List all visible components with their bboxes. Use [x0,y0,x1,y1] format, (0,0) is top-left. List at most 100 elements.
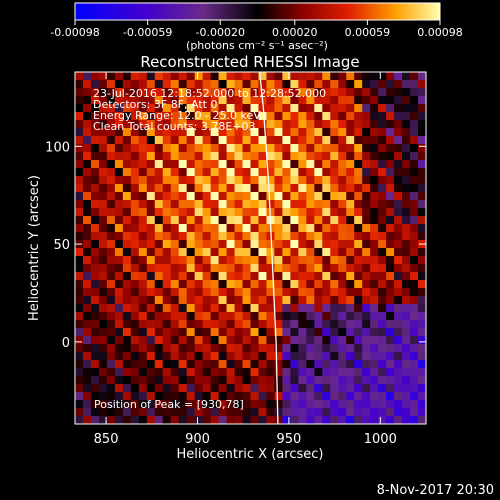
heatmap-cell [402,256,411,265]
heatmap-cell [258,416,267,424]
solar-limb-curve [258,71,279,425]
heatmap-cell [386,248,395,257]
plot-frame [74,71,427,425]
heatmap-cell [370,120,379,129]
heatmap-cell [314,136,323,145]
heatmap-cell [266,320,275,329]
heatmap-cell [274,352,283,361]
heatmap-cell [106,136,116,145]
heatmap-cell [234,104,243,113]
heatmap-cell [122,352,132,361]
heatmap-cell [234,272,243,281]
heatmap-cell [386,184,395,193]
heatmap-cell [266,304,275,313]
heatmap-cell [178,96,188,105]
heatmap-cell [242,352,251,361]
heatmap-cell [378,248,387,257]
heatmap-cell [114,128,124,137]
heatmap-cell [226,400,235,409]
heatmap-cell [322,128,331,137]
heatmap-cell [162,344,172,353]
heatmap-cell [106,344,116,353]
heatmap-cell [362,176,371,185]
heatmap-cell [258,312,267,321]
heatmap-cell [106,320,116,329]
heatmap-cell [362,128,371,137]
heatmap-cell [330,400,339,409]
heatmap-cell [90,160,100,169]
heatmap-cell [170,152,180,161]
heatmap-cell [210,312,219,321]
heatmap-cell [378,192,387,201]
heatmap-cell [250,176,259,185]
heatmap-cell [418,384,426,393]
heatmap-cell [114,168,124,177]
heatmap-cell [234,288,243,297]
heatmap-cell [218,80,227,89]
heatmap-cell [274,312,283,321]
heatmap-cell [258,160,267,169]
heatmap-cell [226,136,235,145]
heatmap-cell [106,200,116,209]
heatmap-cell [170,368,180,377]
heatmap-cell [226,224,235,233]
heatmap-cell [394,88,403,97]
heatmap-cell [258,400,267,409]
heatmap-cell [194,248,204,257]
heatmap-cell [122,120,132,129]
heatmap-cell [146,200,156,209]
heatmap-cell [282,232,291,241]
heatmap-cell [330,200,339,209]
heatmap-cell [370,152,379,161]
heatmap-cell [75,216,84,225]
heatmap-cell [226,128,235,137]
heatmap-cell [394,328,403,337]
heatmap-cell [162,120,172,129]
heatmap-cell [354,80,363,89]
heatmap-cell [306,104,315,113]
heatmap-cell [338,144,347,153]
heatmap-cell [242,288,251,297]
heatmap-cell [282,376,291,385]
heatmap-cell [130,112,140,121]
heatmap-cell [402,360,411,369]
heatmap-cell [122,304,132,313]
heatmap-cell [290,104,299,113]
heatmap-cell [242,152,251,161]
heatmap-cell [138,408,148,417]
heatmap-cell [130,144,140,153]
heatmap-cell [98,184,108,193]
heatmap-cell [106,376,116,385]
heatmap-cell [330,344,339,353]
heatmap-cell [314,320,323,329]
heatmap-cell [210,280,219,289]
heatmap-cell [242,344,251,353]
heatmap-cell [274,72,283,81]
heatmap-cell [218,144,227,153]
heatmap-cell [218,408,227,417]
heatmap-cell [290,88,299,97]
heatmap-cell [98,352,108,361]
heatmap-cell [82,280,92,289]
heatmap-cell [226,184,235,193]
heatmap-cell [82,112,92,121]
heatmap-cell [186,376,196,385]
heatmap-cell [282,136,291,145]
heatmap-cell [394,280,403,289]
heatmap-cell [234,192,243,201]
heatmap-cell [122,368,132,377]
heatmap-cell [386,168,395,177]
heatmap-cell [266,392,275,401]
heatmap-cell [370,368,379,377]
heatmap-cell [410,296,419,305]
heatmap-cell [354,72,363,81]
heatmap-cell [274,272,283,281]
heatmap-cell [98,112,108,121]
heatmap-cell [82,144,92,153]
heatmap-cell [394,128,403,137]
heatmap-cell [330,160,339,169]
heatmap-cell [330,152,339,161]
heatmap-cell [370,128,379,137]
heatmap-cell [194,280,204,289]
heatmap-cell [194,344,204,353]
